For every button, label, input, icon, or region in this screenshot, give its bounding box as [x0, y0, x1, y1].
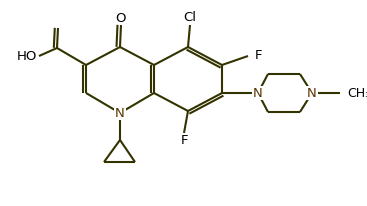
Text: N: N [115, 107, 125, 119]
Text: F: F [180, 135, 188, 147]
Text: N: N [307, 87, 317, 99]
Text: N: N [253, 87, 263, 99]
Text: CH₃: CH₃ [347, 87, 367, 99]
Text: O: O [116, 12, 126, 25]
Text: Cl: Cl [184, 11, 196, 23]
Text: F: F [255, 48, 262, 62]
Text: HO: HO [17, 49, 37, 62]
